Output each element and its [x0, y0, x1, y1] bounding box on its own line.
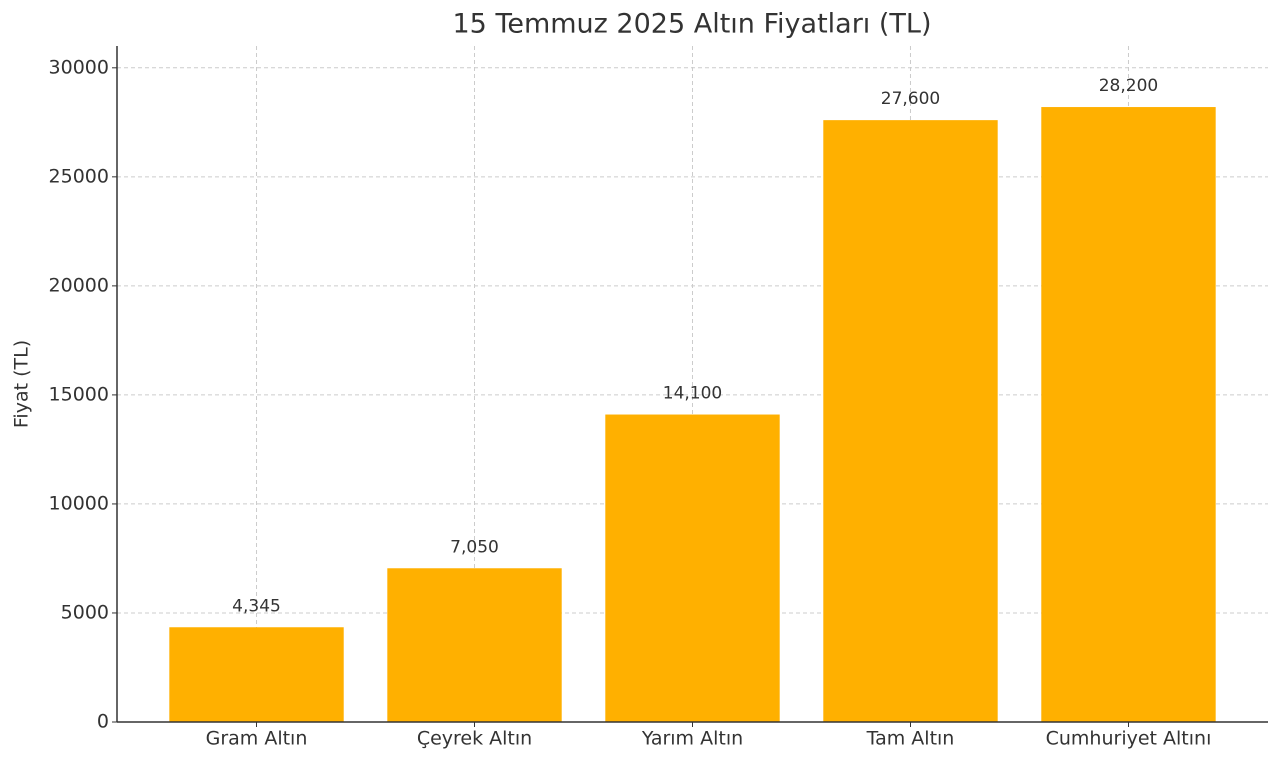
- x-tick-label: Yarım Altın: [641, 728, 743, 750]
- x-tick-label: Gram Altın: [206, 728, 308, 750]
- y-tick-label: 20000: [49, 274, 109, 296]
- y-tick-label: 0: [97, 711, 109, 733]
- bar: [387, 568, 562, 722]
- y-tick-label: 25000: [49, 165, 109, 187]
- chart-title: 15 Temmuz 2025 Altın Fiyatları (TL): [453, 9, 932, 40]
- y-tick-label: 15000: [49, 383, 109, 405]
- x-tick-label: Çeyrek Altın: [417, 728, 532, 750]
- y-tick-label: 5000: [61, 601, 109, 623]
- value-label: 4,345: [232, 596, 281, 616]
- y-axis-label: Fiyat (TL): [11, 340, 33, 428]
- value-label: 7,050: [450, 537, 499, 557]
- bar: [823, 120, 998, 722]
- bar: [1041, 107, 1216, 723]
- value-label: 14,100: [663, 384, 722, 404]
- y-tick-label: 10000: [49, 492, 109, 514]
- value-label: 27,600: [881, 89, 940, 109]
- value-label: 28,200: [1099, 76, 1158, 96]
- bar: [169, 627, 344, 722]
- y-tick-label: 30000: [49, 56, 109, 78]
- x-tick-label: Cumhuriyet Altını: [1046, 728, 1212, 750]
- x-tick-label: Tam Altın: [866, 728, 955, 750]
- bar: [605, 414, 780, 722]
